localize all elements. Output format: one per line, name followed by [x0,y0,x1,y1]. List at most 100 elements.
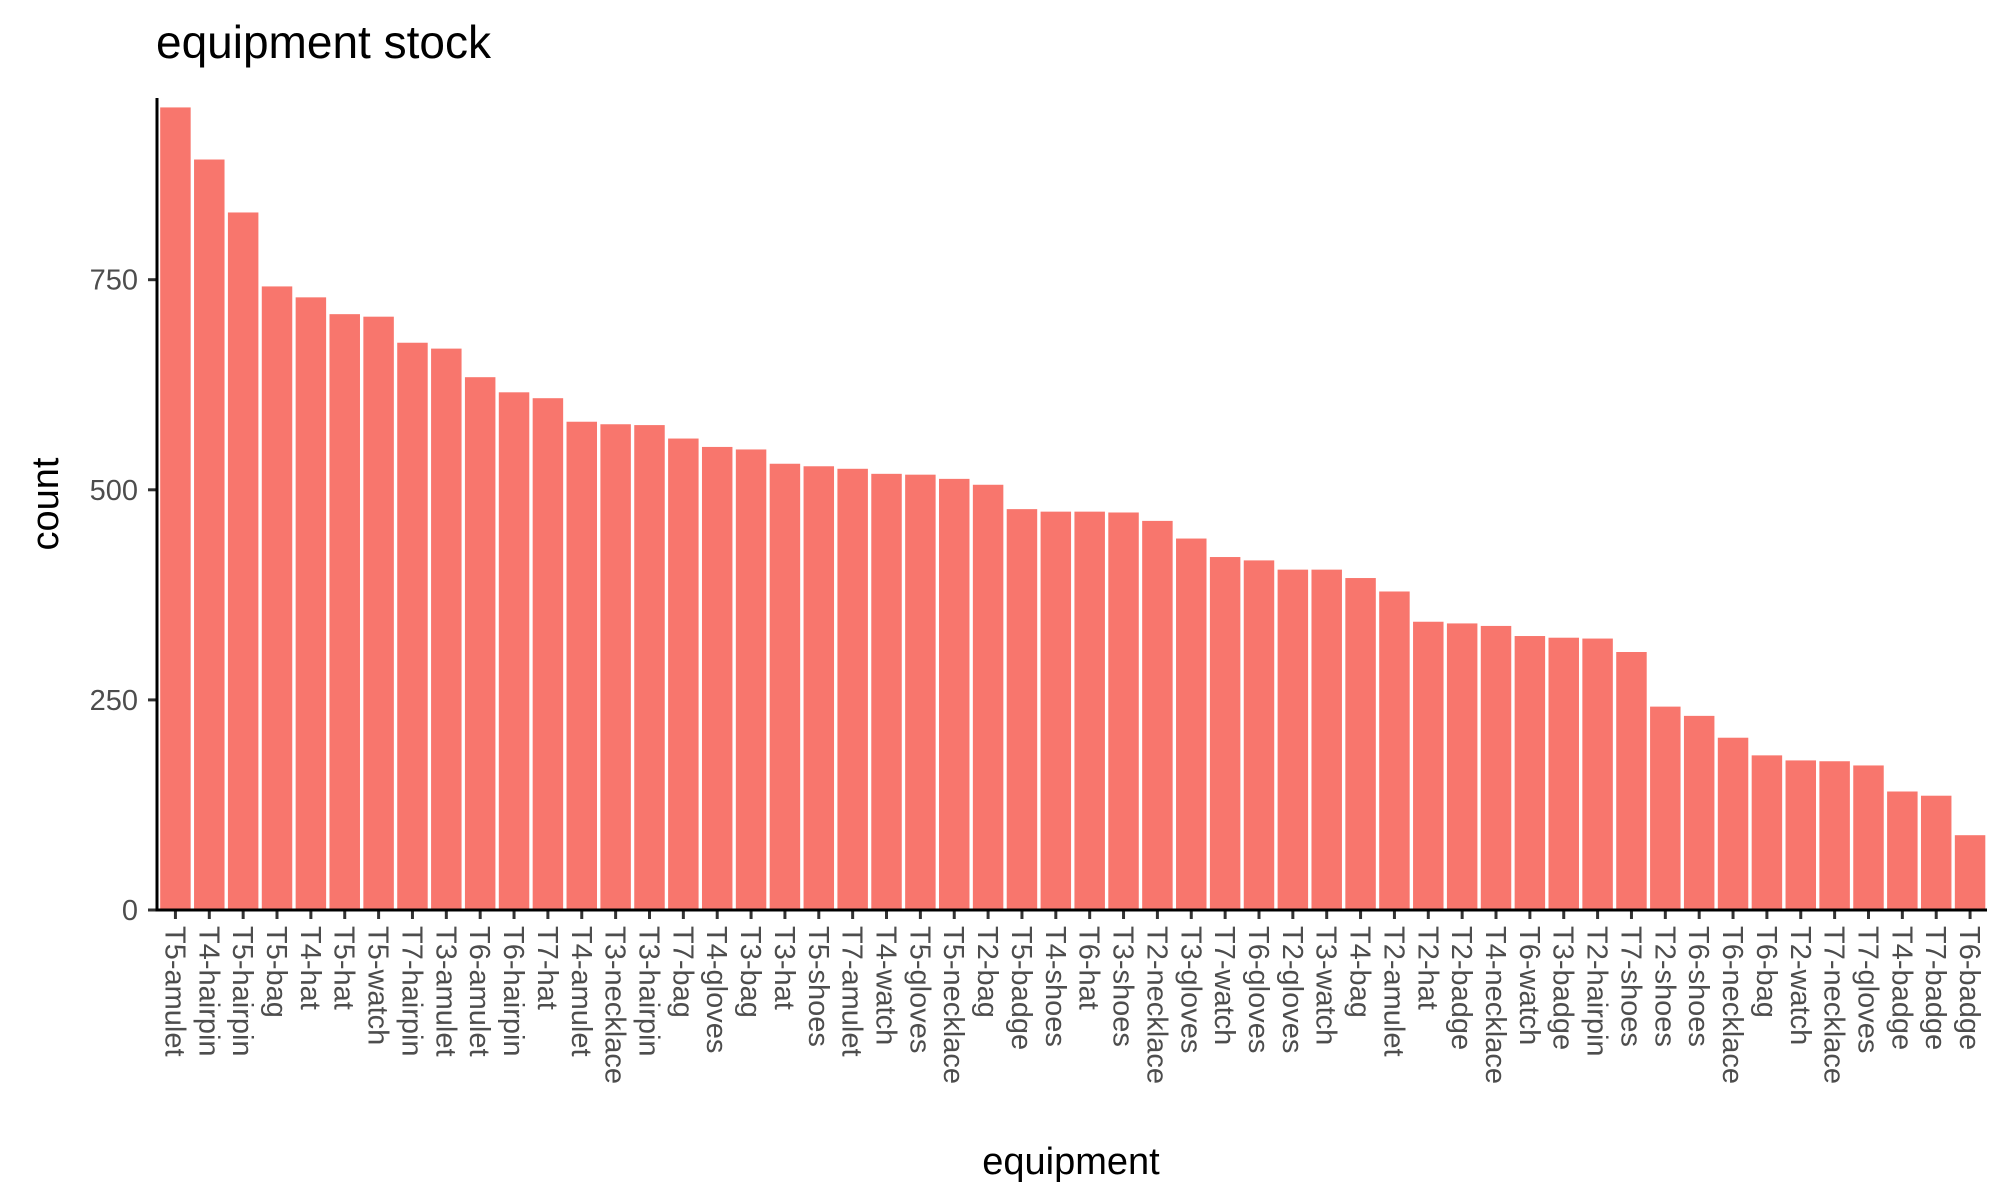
bar-T2-necklace [1142,520,1173,910]
bar-T5-shoes [803,466,835,910]
x-tick-label: T6-watch [1513,926,1545,1045]
bar-T3-bag [735,449,767,910]
x-axis: T5-amulet T4-hairpin T5-hairpin T5-bag T4-ha… [158,910,1985,1084]
x-tick-label: T7-gloves [1851,926,1883,1053]
x-tick-label: T5-necklace [937,926,969,1084]
bar-T4-badge [1887,791,1918,910]
x-tick-label: T2-gloves [1276,926,1308,1053]
bar-T3-badge [1548,637,1579,910]
bar-T6-badge [1954,835,1986,910]
y-tick-label: 250 [90,685,138,717]
x-tick-label: T6-necklace [1716,926,1748,1084]
x-tick-label: T2-necklace [1140,926,1172,1084]
x-tick-label: T2-amulet [1377,926,1409,1057]
x-tick-label: T4-bag [1344,926,1376,1018]
bar-T5-hairpin [227,212,259,911]
y-axis: 0 250 500 750 [90,265,157,927]
y-tick-label: 500 [90,475,138,507]
bar-T7-hat [532,398,564,910]
bar-T2-amulet [1379,591,1410,910]
x-tick-label: T6-hat [1073,926,1105,1010]
bar-T5-gloves [905,474,936,910]
x-tick-label: T6-hairpin [497,926,529,1057]
bar-T7-bag [668,438,699,910]
x-tick-label: T5-gloves [903,926,935,1053]
bar-T5-badge [1006,509,1038,910]
x-tick-label: T6-bag [1750,926,1782,1018]
bar-T4-amulet [566,421,598,910]
bar-T6-hat [1074,511,1105,910]
x-tick-label: T5-bag [260,926,292,1018]
x-tick-label: T5-amulet [158,926,190,1057]
bar-T7-hairpin [397,342,428,911]
x-tick-label: T7-necklace [1818,926,1850,1084]
bar-T6-watch [1514,636,1546,910]
x-tick-label: T4-badge [1885,926,1917,1050]
x-tick-label: T4-hairpin [192,926,224,1057]
x-tick-label: T6-badge [1953,926,1985,1050]
x-tick-label: T3-watch [1310,926,1342,1045]
bar-T6-hairpin [498,392,530,910]
bar-T3-shoes [1108,512,1139,910]
x-tick-label: T3-shoes [1107,926,1139,1047]
chart-title: equipment stock [156,16,492,68]
x-tick-label: T5-watch [362,926,394,1045]
x-tick-label: T4-watch [870,926,902,1045]
x-tick-label: T7-amulet [836,926,868,1057]
bar-T2-bag [972,484,1004,910]
x-tick-label: T2-badge [1445,926,1477,1050]
y-tick-label: 750 [90,265,138,297]
bar-T4-shoes [1040,511,1072,910]
bar-T7-necklace [1819,761,1850,910]
bar-T2-hairpin [1582,638,1613,910]
x-tick-label: T5-badge [1005,926,1037,1050]
bar-T2-gloves [1277,569,1309,910]
bar-T2-shoes [1650,706,1681,910]
x-tick-label: T2-watch [1784,926,1816,1045]
bar-T7-badge [1920,795,1952,910]
bar-T3-amulet [431,348,462,910]
bar-T4-hairpin [194,159,225,910]
bar-T5-amulet [160,107,191,911]
y-tick-label: 0 [122,895,138,927]
y-axis-title: count [25,457,67,550]
x-tick-label: T4-amulet [565,926,597,1057]
bar-T4-bag [1345,578,1376,910]
x-tick-label: T7-shoes [1614,926,1646,1047]
bar-T7-watch [1209,557,1241,910]
x-tick-label: T2-bag [971,926,1003,1018]
bar-T3-gloves [1176,538,1207,910]
bar-T4-gloves [701,446,733,910]
bar-T2-badge [1446,623,1478,910]
x-tick-label: T5-shoes [802,926,834,1047]
x-tick-label: T6-amulet [463,926,495,1057]
x-tick-label: T4-necklace [1479,926,1511,1084]
x-tick-label: T3-amulet [429,926,461,1057]
x-tick-label: T3-badge [1547,926,1579,1050]
bar-T2-watch [1785,760,1817,910]
bar-T5-watch [363,316,394,910]
bar-T7-shoes [1616,652,1647,910]
x-tick-label: T3-bag [734,926,766,1018]
x-tick-label: T7-badge [1919,926,1951,1050]
bar-T7-gloves [1853,765,1884,910]
x-tick-label: T6-gloves [1242,926,1274,1053]
bar-T7-amulet [837,468,868,910]
x-tick-label: T4-shoes [1039,926,1071,1047]
bar-T5-bag [261,286,293,910]
x-tick-label: T7-bag [666,926,698,1018]
x-tick-label: T3-hat [768,926,800,1010]
bar-T2-hat [1413,621,1444,910]
bar-T4-hat [295,297,327,911]
bar-T6-bag [1751,755,1783,910]
bar-T3-watch [1311,569,1342,910]
x-tick-label: T7-hairpin [395,926,427,1057]
bar-T3-hairpin [634,425,665,910]
x-tick-label: T2-hat [1411,926,1443,1010]
x-tick-label: T3-hairpin [632,926,664,1057]
x-tick-label: T7-hat [531,926,563,1010]
bar-T6-amulet [464,377,496,910]
x-tick-label: T5-hat [328,926,360,1010]
x-tick-label: T4-hat [294,926,326,1010]
